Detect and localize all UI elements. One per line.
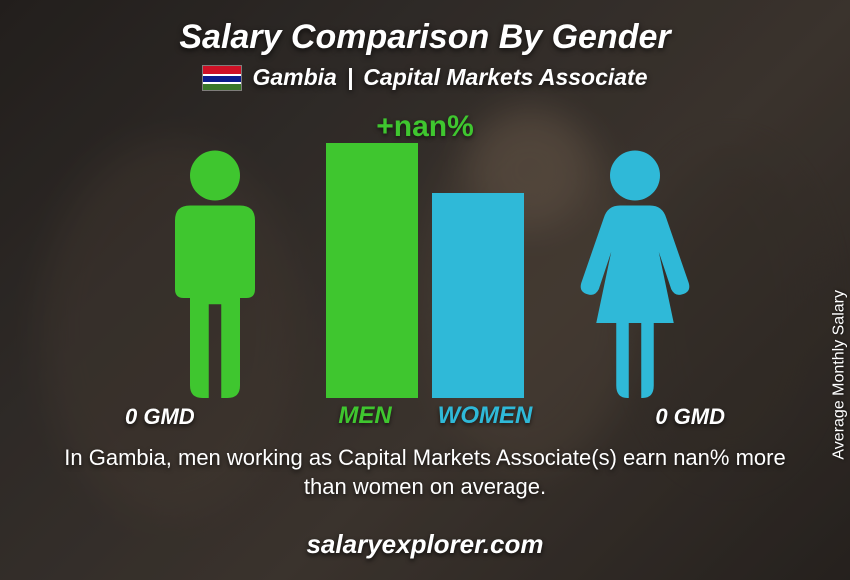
bar-men: [326, 143, 418, 398]
subtitle-country: Gambia: [252, 64, 336, 91]
male-person-icon: [150, 148, 280, 398]
subtitle-role: Capital Markets Associate: [363, 64, 647, 91]
flag-stripe: [203, 84, 241, 91]
subtitle-row: Gambia | Capital Markets Associate: [0, 64, 850, 91]
axis-label-men: MEN: [315, 402, 415, 430]
axis-label-women: WOMEN: [435, 402, 535, 430]
caption-text: In Gambia, men working as Capital Market…: [40, 443, 810, 502]
bar-group: [326, 138, 524, 398]
axis-labels: MEN WOMEN: [0, 402, 850, 430]
infographic-stage: Salary Comparison By Gender Gambia | Cap…: [0, 0, 850, 580]
bar-women: [432, 193, 524, 398]
footer-attribution: salaryexplorer.com: [0, 529, 850, 560]
chart-area: +nan% 0 GMD 0 GMD MEN WOMEN: [0, 110, 850, 430]
y-axis-title: Average Monthly Salary: [831, 290, 849, 460]
flag-stripe: [203, 66, 241, 74]
gambia-flag-icon: [202, 65, 242, 91]
female-svg: [570, 148, 700, 398]
male-svg: [150, 148, 280, 398]
female-person-icon: [570, 148, 700, 398]
page-title: Salary Comparison By Gender: [0, 18, 850, 57]
subtitle-separator: |: [347, 64, 353, 91]
